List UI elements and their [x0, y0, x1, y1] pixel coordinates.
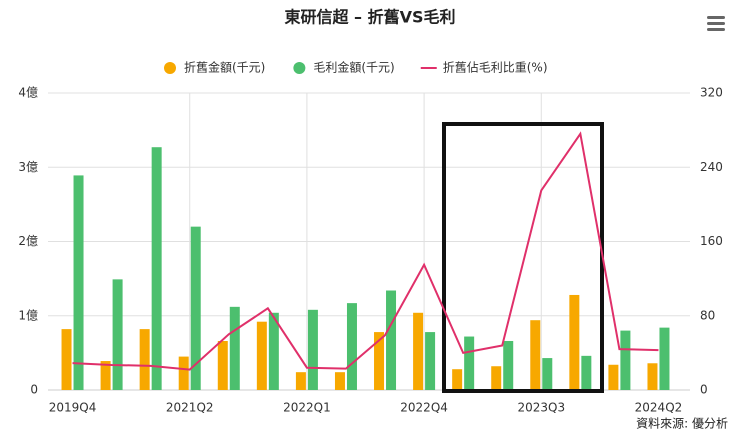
legend-swatch — [164, 62, 176, 74]
bar — [530, 320, 541, 390]
bar — [374, 332, 385, 390]
x-tick-label: 2022Q1 — [283, 401, 331, 415]
y2-tick-label: 240 — [700, 160, 723, 174]
bar — [659, 327, 670, 390]
menu-bar[interactable] — [707, 28, 725, 31]
y-tick-label: 0 — [30, 383, 38, 397]
line-series — [72, 131, 659, 371]
legend-item: 折舊佔毛利比重(%) — [420, 60, 548, 75]
bar — [569, 294, 580, 390]
legend-item: 毛利金額(千元) — [293, 60, 395, 75]
bar — [413, 312, 424, 390]
bar — [464, 336, 475, 390]
bar — [581, 355, 592, 390]
bar — [151, 147, 162, 390]
bar — [217, 340, 228, 390]
bar — [295, 372, 306, 390]
y2-tick-label: 320 — [700, 86, 723, 100]
bar — [346, 303, 357, 390]
bar — [452, 369, 463, 390]
y-tick-label: 1億 — [18, 308, 38, 322]
x-tick-label: 2019Q4 — [49, 401, 97, 415]
legend-label: 毛利金額(千元) — [313, 60, 394, 75]
menu-bar[interactable] — [707, 16, 725, 19]
bar — [178, 356, 189, 390]
legend-label: 折舊金額(千元) — [184, 60, 265, 75]
bar — [425, 332, 436, 390]
bar — [307, 309, 318, 390]
x-tick-label: 2024Q2 — [635, 401, 683, 415]
y2-tick-label: 160 — [700, 234, 723, 248]
bar — [608, 364, 619, 390]
source-note: 資料來源: 優分析 — [636, 417, 728, 431]
menu-icon[interactable] — [707, 16, 725, 31]
bar — [139, 329, 150, 390]
chart-title: 東研信超 – 折舊VS毛利 — [284, 8, 455, 27]
bar — [620, 330, 631, 390]
bar — [542, 358, 553, 390]
bar — [229, 306, 240, 390]
y-tick-label: 3億 — [18, 160, 38, 174]
bar — [100, 361, 111, 390]
bar — [61, 329, 72, 390]
bar — [491, 366, 502, 390]
legend-item: 折舊金額(千元) — [164, 60, 265, 75]
y2-tick-label: 0 — [700, 383, 708, 397]
legend-swatch — [293, 62, 306, 74]
bar — [647, 363, 658, 390]
y-tick-label: 4億 — [18, 86, 38, 100]
x-tick-label: 2022Q4 — [400, 401, 448, 415]
bar — [334, 372, 345, 390]
y2-tick-label: 80 — [700, 308, 715, 322]
y-tick-label: 2億 — [18, 234, 38, 248]
bar — [256, 321, 267, 390]
x-tick-label: 2023Q3 — [517, 401, 565, 415]
bar — [386, 290, 397, 390]
x-tick-label: 2021Q2 — [166, 401, 214, 415]
legend-label: 折舊佔毛利比重(%) — [443, 60, 548, 75]
bar — [112, 279, 123, 390]
bar — [268, 312, 279, 390]
bar — [190, 226, 201, 390]
bar — [73, 175, 84, 390]
menu-bar[interactable] — [707, 22, 725, 25]
bar — [503, 340, 514, 390]
